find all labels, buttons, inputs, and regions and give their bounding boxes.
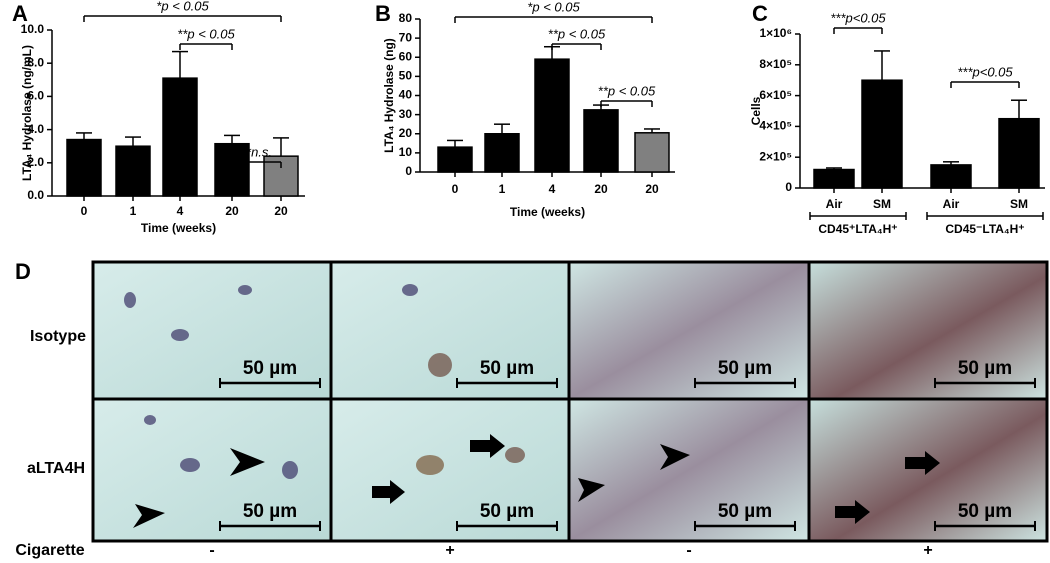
x-tick-label: 20 [225, 204, 239, 218]
y-tick-label: 60 [399, 49, 413, 63]
cigarette-sign: + [923, 542, 932, 559]
x-tick-label: Air [943, 197, 960, 211]
significance-label: **p < 0.05 [548, 26, 606, 41]
bar [214, 142, 250, 197]
cigarette-sign: - [686, 542, 691, 559]
scale-bar-label: 50 µm [480, 501, 534, 522]
y-tick-label: 4×10⁵ [759, 119, 792, 133]
significance-label: ***p<0.05 [957, 64, 1013, 79]
y-tick-label: 0.0 [27, 188, 44, 202]
panel-d-images [91, 260, 1049, 543]
group-label: CD45⁺LTA₄H⁺ [818, 222, 897, 236]
scale-bar-label: 50 µm [958, 501, 1012, 522]
y-tick-label: 40 [399, 88, 413, 102]
bar [162, 77, 198, 197]
x-tick-label: 4 [549, 182, 556, 196]
y-tick-label: 30 [399, 107, 413, 121]
x-tick-label: 0 [81, 204, 88, 218]
x-tick-label: 20 [274, 204, 288, 218]
x-tick-label: 1 [499, 182, 506, 196]
y-tick-label: 8.0 [27, 55, 44, 69]
panel-label: B [375, 1, 391, 26]
scale-bar-label: 50 µm [718, 358, 772, 379]
significance-label: **n.s. [241, 144, 272, 159]
y-tick-label: 10.0 [21, 22, 45, 36]
y-tick-label: 2.0 [27, 155, 44, 169]
panel-label: A [12, 1, 28, 26]
bar [484, 133, 520, 173]
scale-bar-label: 50 µm [958, 358, 1012, 379]
significance-label: *p < 0.05 [527, 0, 580, 14]
x-tick-label: 20 [645, 182, 659, 196]
x-tick-label: 1 [130, 204, 137, 218]
row-label: Isotype [30, 328, 86, 345]
group-label: CD45⁻LTA₄H⁺ [945, 222, 1024, 236]
x-axis-label: Time (weeks) [510, 205, 585, 219]
y-tick-label: 20 [399, 126, 413, 140]
y-tick-label: 6×10⁵ [759, 88, 792, 102]
bar [930, 164, 972, 189]
y-tick-label: 1×10⁶ [759, 26, 792, 40]
bar [115, 145, 151, 197]
y-tick-label: 70 [399, 30, 413, 44]
y-tick-label: 0 [405, 164, 412, 178]
y-tick-label: 10 [399, 145, 413, 159]
factor-label: Cigarette [15, 542, 84, 559]
panel-label: D [15, 259, 31, 284]
significance-label: ***p<0.05 [830, 10, 886, 25]
scale-bar-label: 50 µm [718, 501, 772, 522]
bar [66, 138, 102, 197]
y-tick-label: 50 [399, 69, 413, 83]
significance-label: **p < 0.05 [177, 26, 235, 41]
bar [998, 117, 1040, 189]
x-tick-label: 0 [452, 182, 459, 196]
scale-bar-label: 50 µm [480, 358, 534, 379]
bar [813, 168, 855, 189]
y-tick-label: 8×10⁵ [759, 57, 792, 71]
bar [534, 58, 570, 173]
x-tick-label: 20 [594, 182, 608, 196]
significance-label: *p < 0.05 [156, 0, 209, 13]
x-tick-label: Air [826, 197, 843, 211]
bar [861, 79, 903, 189]
y-tick-label: 4.0 [27, 122, 44, 136]
x-tick-label: SM [873, 197, 891, 211]
bar [437, 146, 473, 173]
scale-bar-label: 50 µm [243, 501, 297, 522]
y-axis-label: LTA₄ Hydrolase (ng/mL) [20, 45, 34, 181]
bar [583, 109, 619, 173]
cigarette-sign: - [209, 542, 214, 559]
y-tick-label: 6.0 [27, 89, 44, 103]
cigarette-sign: + [445, 542, 454, 559]
x-tick-label: 4 [177, 204, 184, 218]
y-tick-label: 0 [785, 180, 792, 194]
row-label: aLTA4H [27, 460, 85, 477]
y-tick-label: 2×10⁵ [759, 149, 792, 163]
y-axis-label: LTA₄ Hydrolase (ng) [382, 38, 396, 153]
y-axis-label: Cells [749, 96, 763, 125]
panel-label: C [752, 1, 768, 26]
scale-bar-label: 50 µm [243, 358, 297, 379]
x-axis-label: Time (weeks) [141, 221, 216, 235]
significance-label: **p < 0.05 [598, 83, 656, 98]
bar [634, 132, 670, 173]
y-tick-label: 80 [399, 11, 413, 25]
x-tick-label: SM [1010, 197, 1028, 211]
